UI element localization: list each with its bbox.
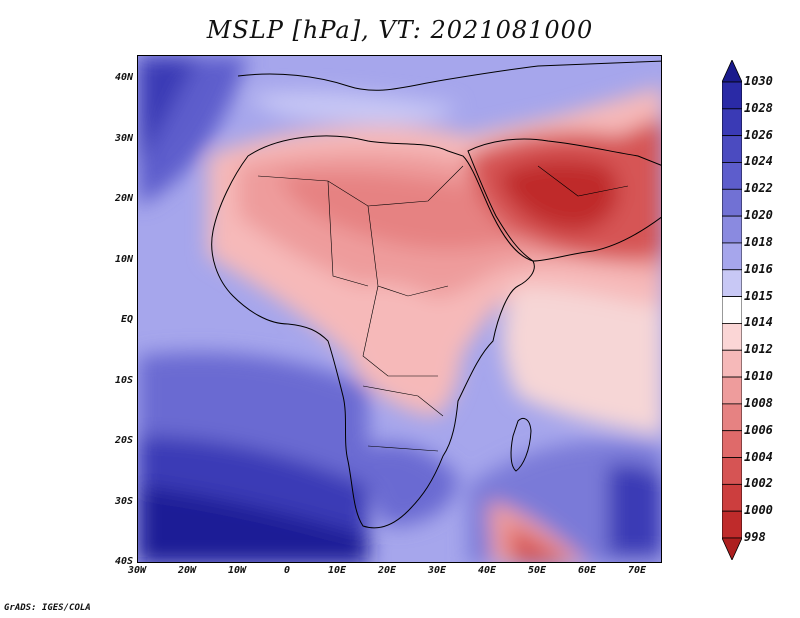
colorbar-segment — [722, 242, 742, 271]
colorbar-level-label: 1020 — [744, 208, 773, 223]
colorbar-segment — [722, 403, 742, 432]
lat-tick-label: 30S — [114, 495, 133, 507]
arabia-coastline — [467, 138, 661, 262]
lon-tick-label: 10E — [327, 565, 347, 576]
lat-tick-label: 40S — [114, 556, 133, 567]
colorbar-level-label: 998 — [744, 530, 766, 544]
lat-tick-label: 20S — [114, 435, 133, 447]
lat-tick-label: EQ — [120, 314, 133, 326]
colorbar-segment — [722, 376, 742, 405]
lat-tick-label: 20N — [114, 193, 133, 205]
colorbar-bottom-arrow — [722, 537, 742, 560]
colorbar-segment — [722, 349, 742, 378]
colorbar-segment — [722, 162, 742, 190]
colorbar-level-label: 1012 — [744, 342, 773, 357]
lon-tick-label: 30W — [127, 565, 147, 576]
colorbar-level-label: 1002 — [744, 476, 773, 491]
africa-coastline — [211, 135, 535, 529]
colorbar-segment — [722, 108, 742, 137]
colorbar-level-label: 1006 — [744, 422, 773, 437]
lat-tick-label: 10N — [114, 253, 133, 265]
colorbar-top-arrow — [722, 60, 742, 83]
europe-coastline — [237, 60, 661, 91]
lon-tick-label: 40E — [477, 565, 497, 576]
lon-tick-label: 60E — [577, 565, 597, 576]
colorbar-level-label: 1004 — [744, 449, 773, 464]
lon-tick-label: 70E — [627, 565, 647, 576]
colorbar-level-label: 1015 — [744, 288, 773, 303]
colorbar-segment — [722, 188, 742, 217]
footer-credit: GrADS: IGES/COLA — [4, 603, 91, 613]
lat-tick-label: 30N — [114, 132, 133, 144]
lat-tick-label: 10S — [114, 374, 133, 386]
map-title: MSLP [hPa], VT: 2021081000 — [206, 16, 594, 44]
colorbar-level-label: 1010 — [744, 369, 773, 384]
colorbar-level-label: 1018 — [744, 234, 773, 249]
colorbar-level-label: 1000 — [744, 503, 773, 518]
colorbar-segment — [722, 457, 742, 485]
colorbar-level-label: 1030 — [744, 74, 773, 88]
colorbar-segment — [722, 483, 742, 512]
colorbar-segment — [722, 510, 742, 539]
pressure-map — [137, 55, 662, 563]
colorbar-level-label: 1026 — [744, 127, 773, 142]
colorbar-segment — [722, 81, 742, 110]
colorbar-segment — [722, 430, 742, 458]
colorbar-level-label: 1014 — [744, 315, 773, 330]
lon-tick-label: 10W — [227, 565, 247, 576]
lon-tick-label: 20W — [177, 565, 197, 576]
colorbar-segment — [722, 296, 742, 324]
colorbar-level-label: 1008 — [744, 395, 773, 410]
lon-tick-label: 20E — [377, 565, 397, 576]
lon-tick-label: 50E — [527, 565, 547, 576]
pressure-field — [138, 56, 661, 562]
lon-tick-label: 30E — [427, 565, 447, 576]
colorbar-level-label: 1024 — [744, 154, 773, 169]
colorbar-segment — [722, 269, 742, 297]
colorbar-segment — [722, 135, 742, 163]
colorbar-level-label: 1022 — [744, 181, 773, 196]
lat-tick-label: 40N — [114, 72, 133, 84]
colorbar-segment — [722, 323, 742, 351]
colorbar-level-label: 1016 — [744, 261, 773, 276]
colorbar — [722, 60, 742, 560]
colorbar-level-label: 1028 — [744, 100, 773, 115]
madagascar-coastline — [510, 418, 532, 472]
lon-tick-label: 0 — [283, 565, 291, 576]
colorbar-segment — [722, 215, 742, 244]
